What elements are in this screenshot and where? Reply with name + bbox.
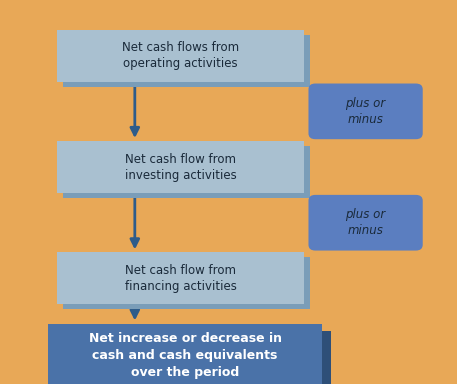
FancyBboxPatch shape <box>57 253 304 304</box>
FancyBboxPatch shape <box>63 257 310 310</box>
Text: Net increase or decrease in
cash and cash equivalents
over the period: Net increase or decrease in cash and cas… <box>89 332 282 379</box>
FancyBboxPatch shape <box>57 141 304 193</box>
FancyBboxPatch shape <box>308 195 423 251</box>
FancyBboxPatch shape <box>63 35 310 87</box>
FancyBboxPatch shape <box>57 30 304 82</box>
Text: plus or
minus: plus or minus <box>345 97 386 126</box>
Text: Net cash flow from
investing activities: Net cash flow from investing activities <box>125 152 236 182</box>
FancyBboxPatch shape <box>63 146 310 198</box>
Text: Net cash flow from
financing activities: Net cash flow from financing activities <box>125 264 236 293</box>
Text: plus or
minus: plus or minus <box>345 208 386 237</box>
FancyBboxPatch shape <box>48 323 322 384</box>
Text: Net cash flows from
operating activities: Net cash flows from operating activities <box>122 41 239 70</box>
FancyBboxPatch shape <box>57 331 331 384</box>
FancyBboxPatch shape <box>308 84 423 139</box>
